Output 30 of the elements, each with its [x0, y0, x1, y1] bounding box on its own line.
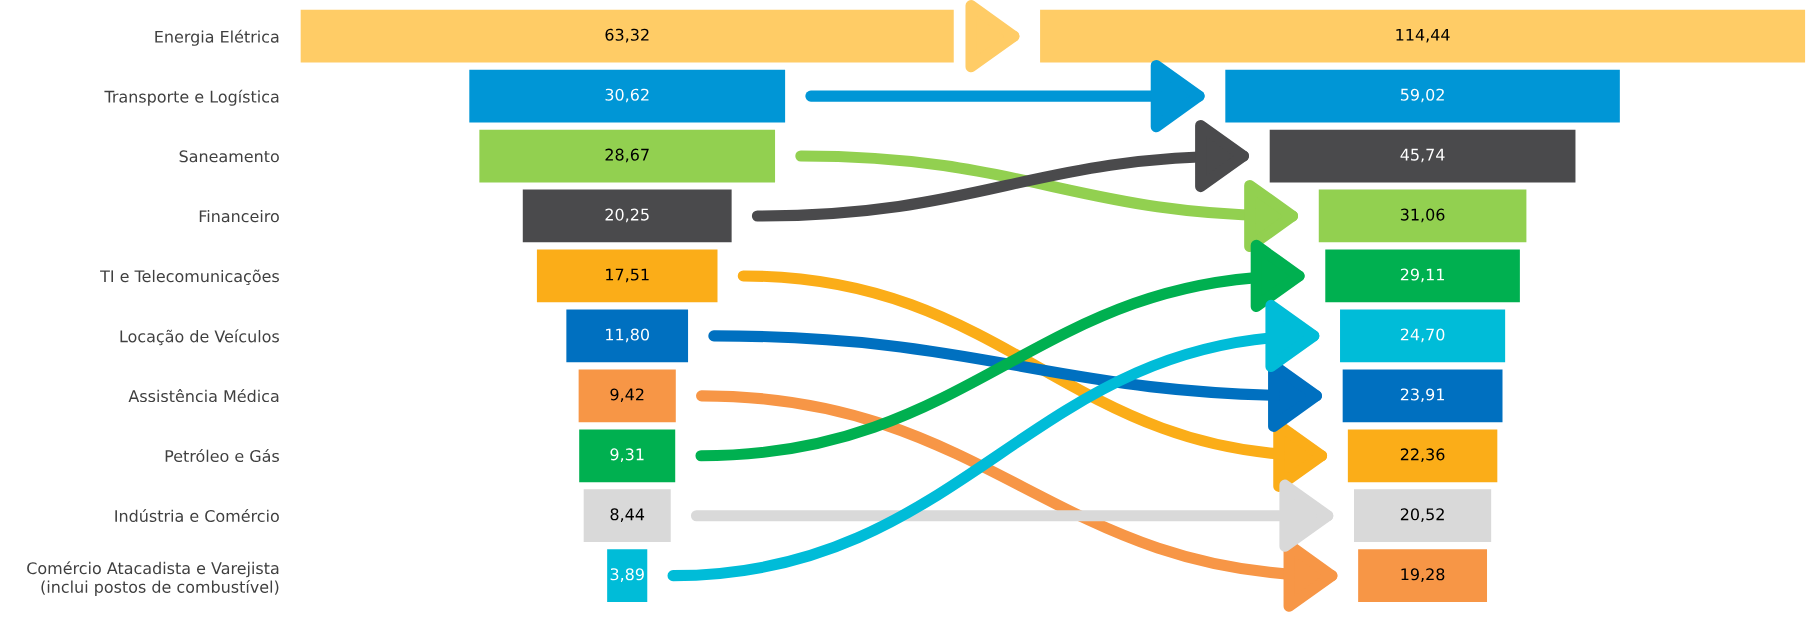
- category-label: Locação de Veículos: [120, 329, 279, 346]
- category-label: Indústria e Comércio: [115, 509, 279, 523]
- category-label: Transporte e Logística: [104, 89, 279, 106]
- category-label: Assistência Médica: [128, 389, 279, 403]
- data-label: 29,11: [1400, 268, 1444, 283]
- data-label: 20,52: [1400, 508, 1444, 522]
- data-label: 17,51: [606, 268, 649, 283]
- data-label: 11,80: [606, 328, 650, 343]
- data-label: 31,06: [1400, 208, 1445, 223]
- data-label: 9,42: [610, 388, 644, 403]
- data-label: 63,32: [605, 28, 649, 43]
- data-label: 114,44: [1396, 28, 1450, 43]
- data-label: 28,67: [605, 148, 649, 163]
- data-label: 3,89: [610, 568, 644, 582]
- data-label: 30,62: [605, 88, 649, 103]
- data-label: 23,91: [1400, 388, 1444, 403]
- category-label: Saneamento: [179, 150, 279, 163]
- category-label: Financeiro: [199, 209, 279, 223]
- data-label: 24,70: [1400, 328, 1445, 343]
- data-label: 19,28: [1401, 568, 1445, 582]
- category-label: Energia Elétrica: [155, 29, 279, 46]
- data-label: 45,74: [1400, 148, 1445, 163]
- category-label: TI e Telecomunicações: [100, 269, 279, 286]
- category-label: Comércio Atacadista e Varejista (inclui postos de combustível): [27, 561, 279, 596]
- category-label: Petróleo e Gás: [165, 449, 279, 463]
- data-label: 22,36: [1400, 448, 1445, 463]
- data-label: 9,31: [610, 448, 644, 463]
- data-label: 59,02: [1400, 88, 1444, 103]
- data-label: 20,25: [605, 208, 649, 223]
- data-label: 8,44: [610, 508, 645, 522]
